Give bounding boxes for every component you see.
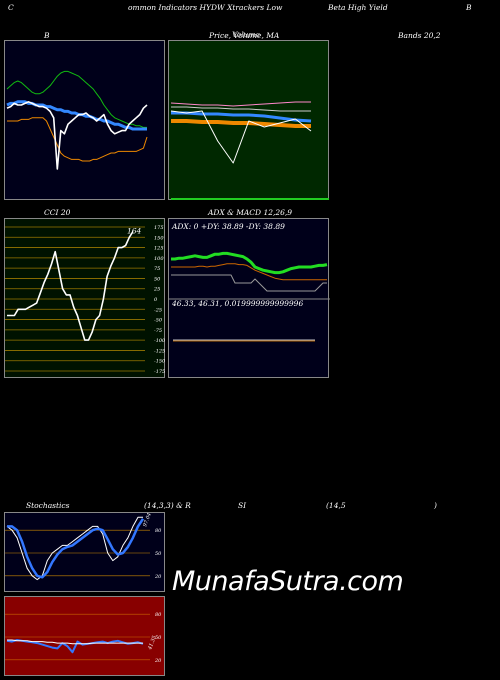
stoch-title-right: (14,5 bbox=[326, 501, 346, 510]
stoch-title-left: Stochastics bbox=[26, 501, 70, 510]
watermark-text: MunafaSutra.com bbox=[172, 566, 404, 597]
cci-tick-label: -25 bbox=[154, 307, 162, 313]
cci-tick-label: 125 bbox=[154, 246, 164, 252]
rsi-tick-label: 50 bbox=[155, 635, 162, 641]
header-mid: Beta High Yield bbox=[328, 3, 388, 12]
adx-macd-panel: ADX: 0 +DY: 38.89 -DY: 38.89 46.33, 46.3… bbox=[168, 218, 330, 378]
stochastics-panel: 80 50 20 97.04 bbox=[4, 512, 165, 592]
stoch-title-mid: (14,3,3) & R bbox=[144, 501, 191, 510]
stoch-title-paren: ) bbox=[434, 501, 437, 510]
cci-tick-label: 75 bbox=[154, 266, 160, 272]
cci-value-label: 164 bbox=[127, 227, 142, 236]
stoch-tick-label: 20 bbox=[154, 574, 162, 580]
cci-tick-label: 0 bbox=[154, 297, 158, 303]
cci-tick-label: 150 bbox=[154, 235, 164, 241]
header-right: B bbox=[466, 3, 472, 12]
bollinger-upper-line bbox=[6, 70, 147, 128]
price-ma-pink bbox=[170, 101, 311, 107]
stochastics-chart: 80 50 20 97.04 bbox=[5, 512, 162, 581]
cci-tick-label: 50 bbox=[154, 276, 161, 282]
price-ma-gray bbox=[171, 106, 311, 112]
adx-title: ADX & MACD 12,26,9 bbox=[208, 208, 293, 217]
cci-tick-label: 175 bbox=[154, 225, 164, 231]
bollinger-price-line bbox=[6, 100, 148, 170]
rsi-ma-line bbox=[7, 639, 143, 645]
rsi-rsi-line bbox=[6, 639, 144, 654]
cci-chart: 175 150 125 100 75 50 25 0 -25 -50 -75 -100 -125 -150… bbox=[5, 225, 166, 375]
cci-panel: 175 150 125 100 75 50 25 0 -25 -50 -75 -100 -125 -150… bbox=[4, 218, 166, 378]
adx-minus-di-line bbox=[171, 274, 327, 292]
price-close-line bbox=[170, 110, 312, 164]
rsi-chart: 80 50 20 41.35 bbox=[5, 612, 162, 664]
cci-tick-label: -175 bbox=[154, 369, 165, 375]
price-panel-title-overlap: Volume bbox=[232, 30, 261, 39]
rsi-tick-label: 20 bbox=[154, 658, 162, 664]
stoch-k-line bbox=[6, 516, 143, 581]
rsi-tick-label: 80 bbox=[155, 612, 162, 618]
stoch-d-line bbox=[7, 518, 145, 579]
stoch-tick-label: 50 bbox=[155, 551, 162, 557]
adx-readout: ADX: 0 +DY: 38.89 -DY: 38.89 bbox=[172, 222, 285, 231]
cci-line bbox=[7, 231, 134, 341]
bollinger-chart bbox=[6, 70, 148, 170]
adx-macd-chart bbox=[169, 251, 330, 342]
bollinger-title-right: Bands 20,2 bbox=[398, 31, 441, 40]
price-ma-blue bbox=[171, 111, 312, 123]
price-chart bbox=[170, 101, 329, 200]
bollinger-lower-line bbox=[7, 117, 148, 162]
rsi-value-label: 41.35 bbox=[147, 635, 158, 651]
cci-tick-label: -100 bbox=[154, 338, 166, 344]
bollinger-panel bbox=[4, 40, 165, 200]
adx-adx-line bbox=[171, 251, 328, 275]
cci-title: CCI 20 bbox=[44, 208, 71, 217]
cci-tick-label: 25 bbox=[153, 287, 160, 293]
cci-tick-label: -150 bbox=[154, 359, 166, 365]
cci-tick-label: -125 bbox=[154, 348, 165, 354]
price-panel bbox=[168, 40, 329, 200]
stoch-value-label: 97.04 bbox=[142, 512, 153, 528]
cci-tick-label: -50 bbox=[154, 318, 163, 324]
stoch-tick-label: 80 bbox=[155, 528, 162, 534]
header-title: ommon Indicators HYDW Xtrackers Low bbox=[128, 3, 283, 12]
adx-plus-di-line bbox=[171, 263, 327, 281]
cci-tick-label: 100 bbox=[154, 256, 164, 262]
macd-readout: 46.33, 46.31, 0.019999999999996 bbox=[172, 299, 304, 308]
bollinger-title-left: B bbox=[44, 31, 50, 40]
rsi-panel: 80 50 20 41.35 bbox=[4, 596, 165, 676]
stoch-title-si: SI bbox=[238, 501, 247, 510]
price-panel-title: Price, Volume, MA bbox=[209, 31, 280, 40]
cci-tick-label: -75 bbox=[154, 328, 162, 334]
header-c: C bbox=[8, 3, 14, 12]
price-ma-orange bbox=[171, 119, 311, 128]
